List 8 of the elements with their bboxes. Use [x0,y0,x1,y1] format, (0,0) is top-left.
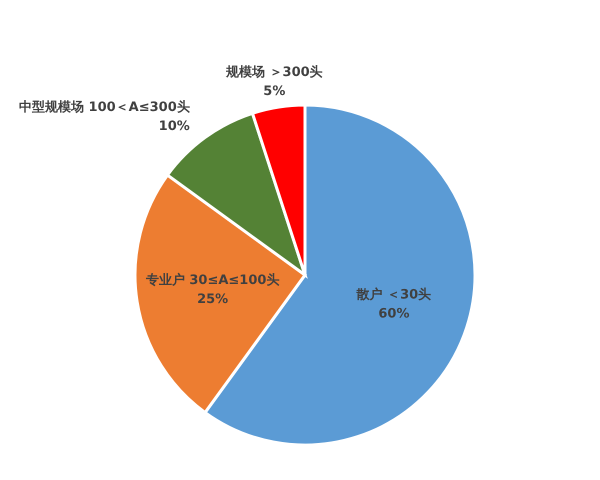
slice-label: 中型规模场 100＜A≤300头 [19,100,190,115]
data-label: 5% [263,84,286,99]
data-label: 60% [378,306,410,322]
slice-label: 专业户 30≤A≤100头 [144,272,280,288]
slice-label: 散户 ＜30头 [356,286,432,302]
data-label: 10% [158,118,190,134]
data-label: 25% [197,292,228,308]
slice-label: 规模场 ＞300头 [225,64,323,80]
